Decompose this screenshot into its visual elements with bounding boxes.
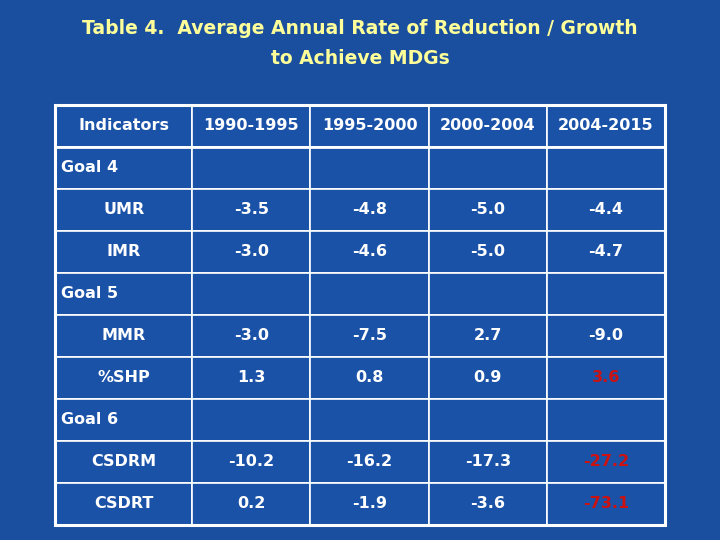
Bar <box>310 483 428 525</box>
Bar <box>428 483 546 525</box>
Text: -27.2: -27.2 <box>583 455 629 469</box>
Text: -3.0: -3.0 <box>234 328 269 343</box>
Text: Indicators: Indicators <box>78 118 169 133</box>
Text: -4.4: -4.4 <box>588 202 624 218</box>
Bar <box>428 273 546 315</box>
Bar <box>55 189 192 231</box>
Bar <box>192 273 310 315</box>
Bar <box>55 147 192 189</box>
Bar <box>192 483 310 525</box>
Bar <box>55 483 192 525</box>
Bar <box>55 231 192 273</box>
Text: 1995-2000: 1995-2000 <box>322 118 418 133</box>
Bar <box>546 273 665 315</box>
Bar <box>546 147 665 189</box>
Bar <box>192 399 310 441</box>
Text: CSDRM: CSDRM <box>91 455 156 469</box>
Text: -4.8: -4.8 <box>352 202 387 218</box>
Bar <box>55 273 192 315</box>
Text: -17.3: -17.3 <box>464 455 510 469</box>
Text: -3.5: -3.5 <box>234 202 269 218</box>
Text: 2.7: 2.7 <box>474 328 502 343</box>
Text: Goal 4: Goal 4 <box>61 160 118 176</box>
Text: 1990-1995: 1990-1995 <box>204 118 300 133</box>
Text: 3.6: 3.6 <box>592 370 620 386</box>
Bar <box>192 441 310 483</box>
Text: CSDRT: CSDRT <box>94 496 153 511</box>
Text: 0.2: 0.2 <box>237 496 266 511</box>
Text: MMR: MMR <box>102 328 145 343</box>
Text: -9.0: -9.0 <box>588 328 624 343</box>
Bar <box>428 147 546 189</box>
Bar <box>428 315 546 357</box>
Bar <box>546 441 665 483</box>
Bar <box>310 315 428 357</box>
Bar <box>192 231 310 273</box>
Bar <box>192 357 310 399</box>
Bar <box>192 147 310 189</box>
Bar <box>428 231 546 273</box>
Bar <box>546 105 665 147</box>
Text: UMR: UMR <box>103 202 144 218</box>
Text: -5.0: -5.0 <box>470 202 505 218</box>
Bar <box>546 231 665 273</box>
Bar <box>55 399 192 441</box>
Text: -4.6: -4.6 <box>352 245 387 260</box>
Bar <box>192 105 310 147</box>
Text: 2000-2004: 2000-2004 <box>440 118 536 133</box>
Bar <box>428 441 546 483</box>
Bar <box>310 231 428 273</box>
Bar <box>310 399 428 441</box>
Text: -3.6: -3.6 <box>470 496 505 511</box>
Text: -3.0: -3.0 <box>234 245 269 260</box>
Bar <box>546 357 665 399</box>
Bar <box>546 189 665 231</box>
Text: 0.8: 0.8 <box>356 370 384 386</box>
Bar <box>310 273 428 315</box>
Text: Goal 5: Goal 5 <box>61 287 118 301</box>
Text: -7.5: -7.5 <box>352 328 387 343</box>
Text: -73.1: -73.1 <box>583 496 629 511</box>
Text: 2004-2015: 2004-2015 <box>558 118 654 133</box>
Bar <box>546 483 665 525</box>
Text: %SHP: %SHP <box>97 370 150 386</box>
Text: -4.7: -4.7 <box>588 245 624 260</box>
Bar <box>428 105 546 147</box>
Bar <box>310 357 428 399</box>
Text: -10.2: -10.2 <box>228 455 274 469</box>
Text: to Achieve MDGs: to Achieve MDGs <box>271 49 449 68</box>
Bar <box>546 315 665 357</box>
Bar <box>546 399 665 441</box>
Text: IMR: IMR <box>107 245 141 260</box>
Bar <box>55 105 665 525</box>
Bar <box>428 189 546 231</box>
Bar <box>55 357 192 399</box>
Text: -16.2: -16.2 <box>346 455 392 469</box>
Bar <box>310 147 428 189</box>
Text: -5.0: -5.0 <box>470 245 505 260</box>
Text: 1.3: 1.3 <box>237 370 266 386</box>
Text: Table 4.  Average Annual Rate of Reduction / Growth: Table 4. Average Annual Rate of Reductio… <box>82 18 638 37</box>
Bar <box>55 441 192 483</box>
Bar <box>428 357 546 399</box>
Bar <box>428 399 546 441</box>
Bar <box>310 189 428 231</box>
Bar <box>55 105 192 147</box>
Text: Goal 6: Goal 6 <box>61 413 118 428</box>
Bar <box>192 189 310 231</box>
Bar <box>310 105 428 147</box>
Text: 0.9: 0.9 <box>474 370 502 386</box>
Bar <box>192 315 310 357</box>
Bar <box>55 315 192 357</box>
Text: -1.9: -1.9 <box>352 496 387 511</box>
Bar <box>310 441 428 483</box>
